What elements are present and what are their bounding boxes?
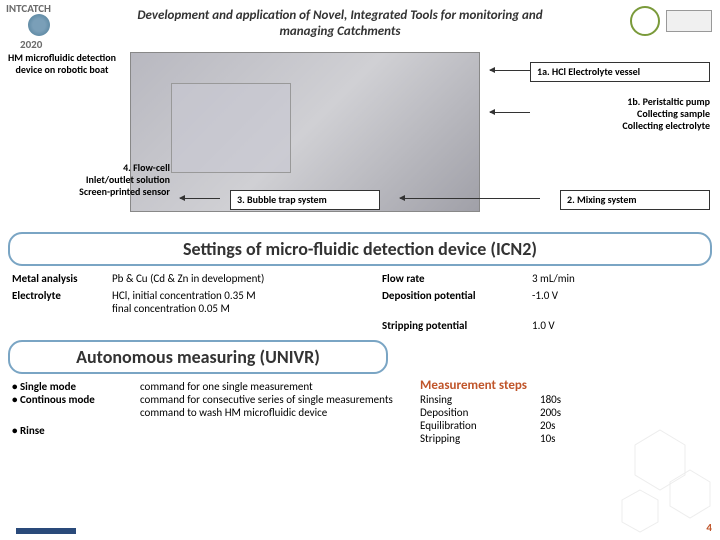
mode-desc: command for consecutive series of single… — [140, 393, 400, 406]
settings-label: Electrolyte — [12, 289, 112, 315]
settings-param: Stripping potential — [382, 319, 532, 332]
arrow-1a — [490, 70, 530, 71]
mode-desc: command to wash HM microfluidic device — [140, 406, 400, 419]
mode-item: • Rinse — [12, 424, 95, 437]
msteps-title: Measurement steps — [420, 378, 600, 393]
logo-intcatch: INTCATCH — [6, 2, 51, 15]
hexagon-bg-icon — [600, 420, 720, 540]
modes-list: • Single mode • Continous mode • Rinse — [12, 380, 95, 437]
banner-settings: Settings of micro-fluidic detection devi… — [8, 232, 712, 266]
banner-autonomous: Autonomous measuring (UNIVR) — [8, 340, 388, 374]
page-number: 4 — [706, 521, 712, 534]
settings-label — [12, 319, 112, 332]
msteps-row: Stripping10s — [420, 432, 600, 445]
mode-desc: command for one single measurement — [140, 380, 400, 393]
modes-desc: command for one single measurement comma… — [140, 380, 400, 419]
msteps-row: Rinsing180s — [420, 393, 600, 406]
header: INTCATCH 2020 Development and applicatio… — [0, 0, 720, 48]
partner-logo-1 — [630, 6, 660, 36]
arrow-3-4 — [180, 198, 220, 199]
label-1a: 1a. HCl Electrolyte vessel — [530, 62, 710, 82]
settings-table: Metal analysis Pb & Cu (Cd & Zn in devel… — [12, 272, 708, 336]
mode-item: • Continous mode — [12, 393, 95, 406]
year-label: 2020 — [20, 38, 42, 51]
settings-row: Electrolyte HCl, initial concentration 0… — [12, 289, 708, 315]
settings-value: Pb & Cu (Cd & Zn in development) — [112, 272, 382, 285]
settings-paramval: 3 mL/min — [532, 272, 612, 285]
settings-param: Flow rate — [382, 272, 532, 285]
label-3: 3. Bubble trap system — [230, 190, 380, 210]
settings-row: Metal analysis Pb & Cu (Cd & Zn in devel… — [12, 272, 708, 285]
mode-item: • Single mode — [12, 380, 95, 393]
arrow-2-3 — [400, 198, 540, 199]
label-4: 4. Flow-cell Inlet/outlet solution Scree… — [30, 162, 170, 198]
settings-paramval: -1.0 V — [532, 289, 612, 315]
device-diagram: HM microfluidic detection device on robo… — [0, 52, 720, 222]
partner-logo-2 — [666, 10, 712, 32]
globe-icon — [28, 14, 50, 36]
settings-value — [112, 319, 382, 332]
label-1b: 1b. Peristaltic pump Collecting sample C… — [520, 96, 710, 132]
device-photo — [130, 52, 480, 212]
footer-bar — [16, 528, 76, 534]
msteps-row: Deposition200s — [420, 406, 600, 419]
label-2: 2. Mixing system — [560, 190, 710, 210]
label-hm: HM microfluidic detection device on robo… — [6, 52, 118, 76]
page-title: Development and application of Novel, In… — [120, 8, 560, 39]
settings-label: Metal analysis — [12, 272, 112, 285]
measurement-steps: Measurement steps Rinsing180s Deposition… — [420, 378, 600, 445]
msteps-row: Equilibration20s — [420, 419, 600, 432]
settings-param: Deposition potential — [382, 289, 532, 315]
settings-value: HCl, initial concentration 0.35 M final … — [112, 289, 382, 315]
settings-row: Stripping potential 1.0 V — [12, 319, 708, 332]
device-photo-detail — [171, 83, 291, 173]
settings-paramval: 1.0 V — [532, 319, 612, 332]
arrow-1b — [490, 112, 530, 113]
